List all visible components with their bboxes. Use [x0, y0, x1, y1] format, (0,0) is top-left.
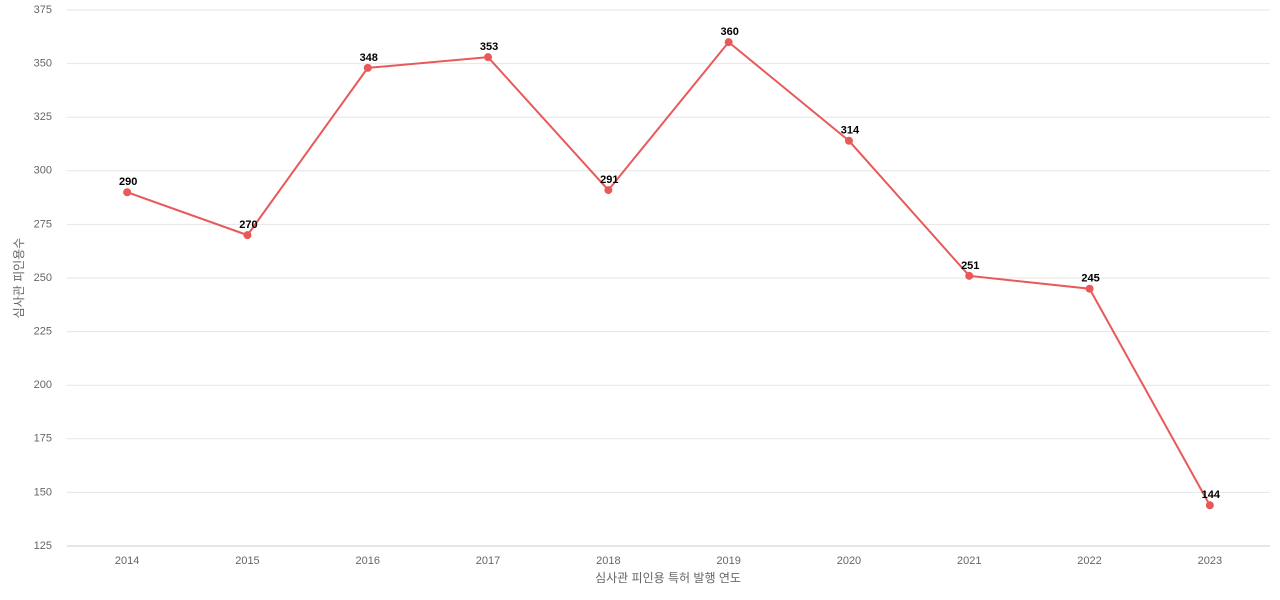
x-tick-label: 2016 — [356, 555, 380, 567]
y-tick-label: 300 — [34, 165, 52, 177]
point — [1205, 501, 1214, 510]
value-label: 348 — [360, 52, 378, 64]
line — [126, 40, 1211, 506]
y-tick-label: 175 — [34, 433, 52, 445]
y-tick-label: 225 — [34, 326, 52, 338]
y-tick-label: 250 — [34, 272, 52, 284]
y-tick-label: 350 — [34, 58, 52, 70]
y-tick-label: 200 — [34, 379, 52, 391]
x-tick-label: 2021 — [957, 555, 981, 567]
y-tick-label: 375 — [34, 4, 52, 16]
x-axis-title: 심사관 피인용 특허 발행 연도 — [595, 570, 741, 585]
point — [844, 136, 853, 145]
value-label: 360 — [720, 26, 738, 38]
value-label: 144 — [1202, 489, 1221, 501]
point — [604, 186, 613, 195]
point — [123, 188, 132, 197]
y-axis-title: 심사관 피인용수 — [12, 238, 26, 319]
value-label: 314 — [841, 125, 860, 137]
value-label: 251 — [961, 260, 979, 272]
point — [1085, 284, 1094, 293]
point — [363, 63, 372, 72]
x-tick-label: 2023 — [1198, 555, 1222, 567]
value-label: 270 — [239, 219, 257, 231]
y-tick-label: 150 — [34, 486, 52, 498]
point — [484, 53, 493, 62]
x-tick-label: 2017 — [476, 555, 500, 567]
value-label: 245 — [1081, 273, 1099, 285]
x-tick-label: 2014 — [115, 555, 139, 567]
value-label: 353 — [480, 41, 498, 53]
y-tick-label: 275 — [34, 218, 52, 230]
point — [243, 231, 252, 240]
value-label: 290 — [119, 176, 137, 188]
point — [965, 271, 974, 280]
x-tick-label: 2015 — [235, 555, 259, 567]
y-tick-label: 125 — [34, 540, 52, 552]
x-tick-label: 2020 — [837, 555, 861, 567]
x-tick-label: 2019 — [716, 555, 740, 567]
x-tick-label: 2018 — [596, 555, 620, 567]
point — [724, 38, 733, 47]
x-tick-label: 2022 — [1077, 555, 1101, 567]
value-label: 291 — [600, 174, 618, 186]
y-tick-label: 325 — [34, 111, 52, 123]
